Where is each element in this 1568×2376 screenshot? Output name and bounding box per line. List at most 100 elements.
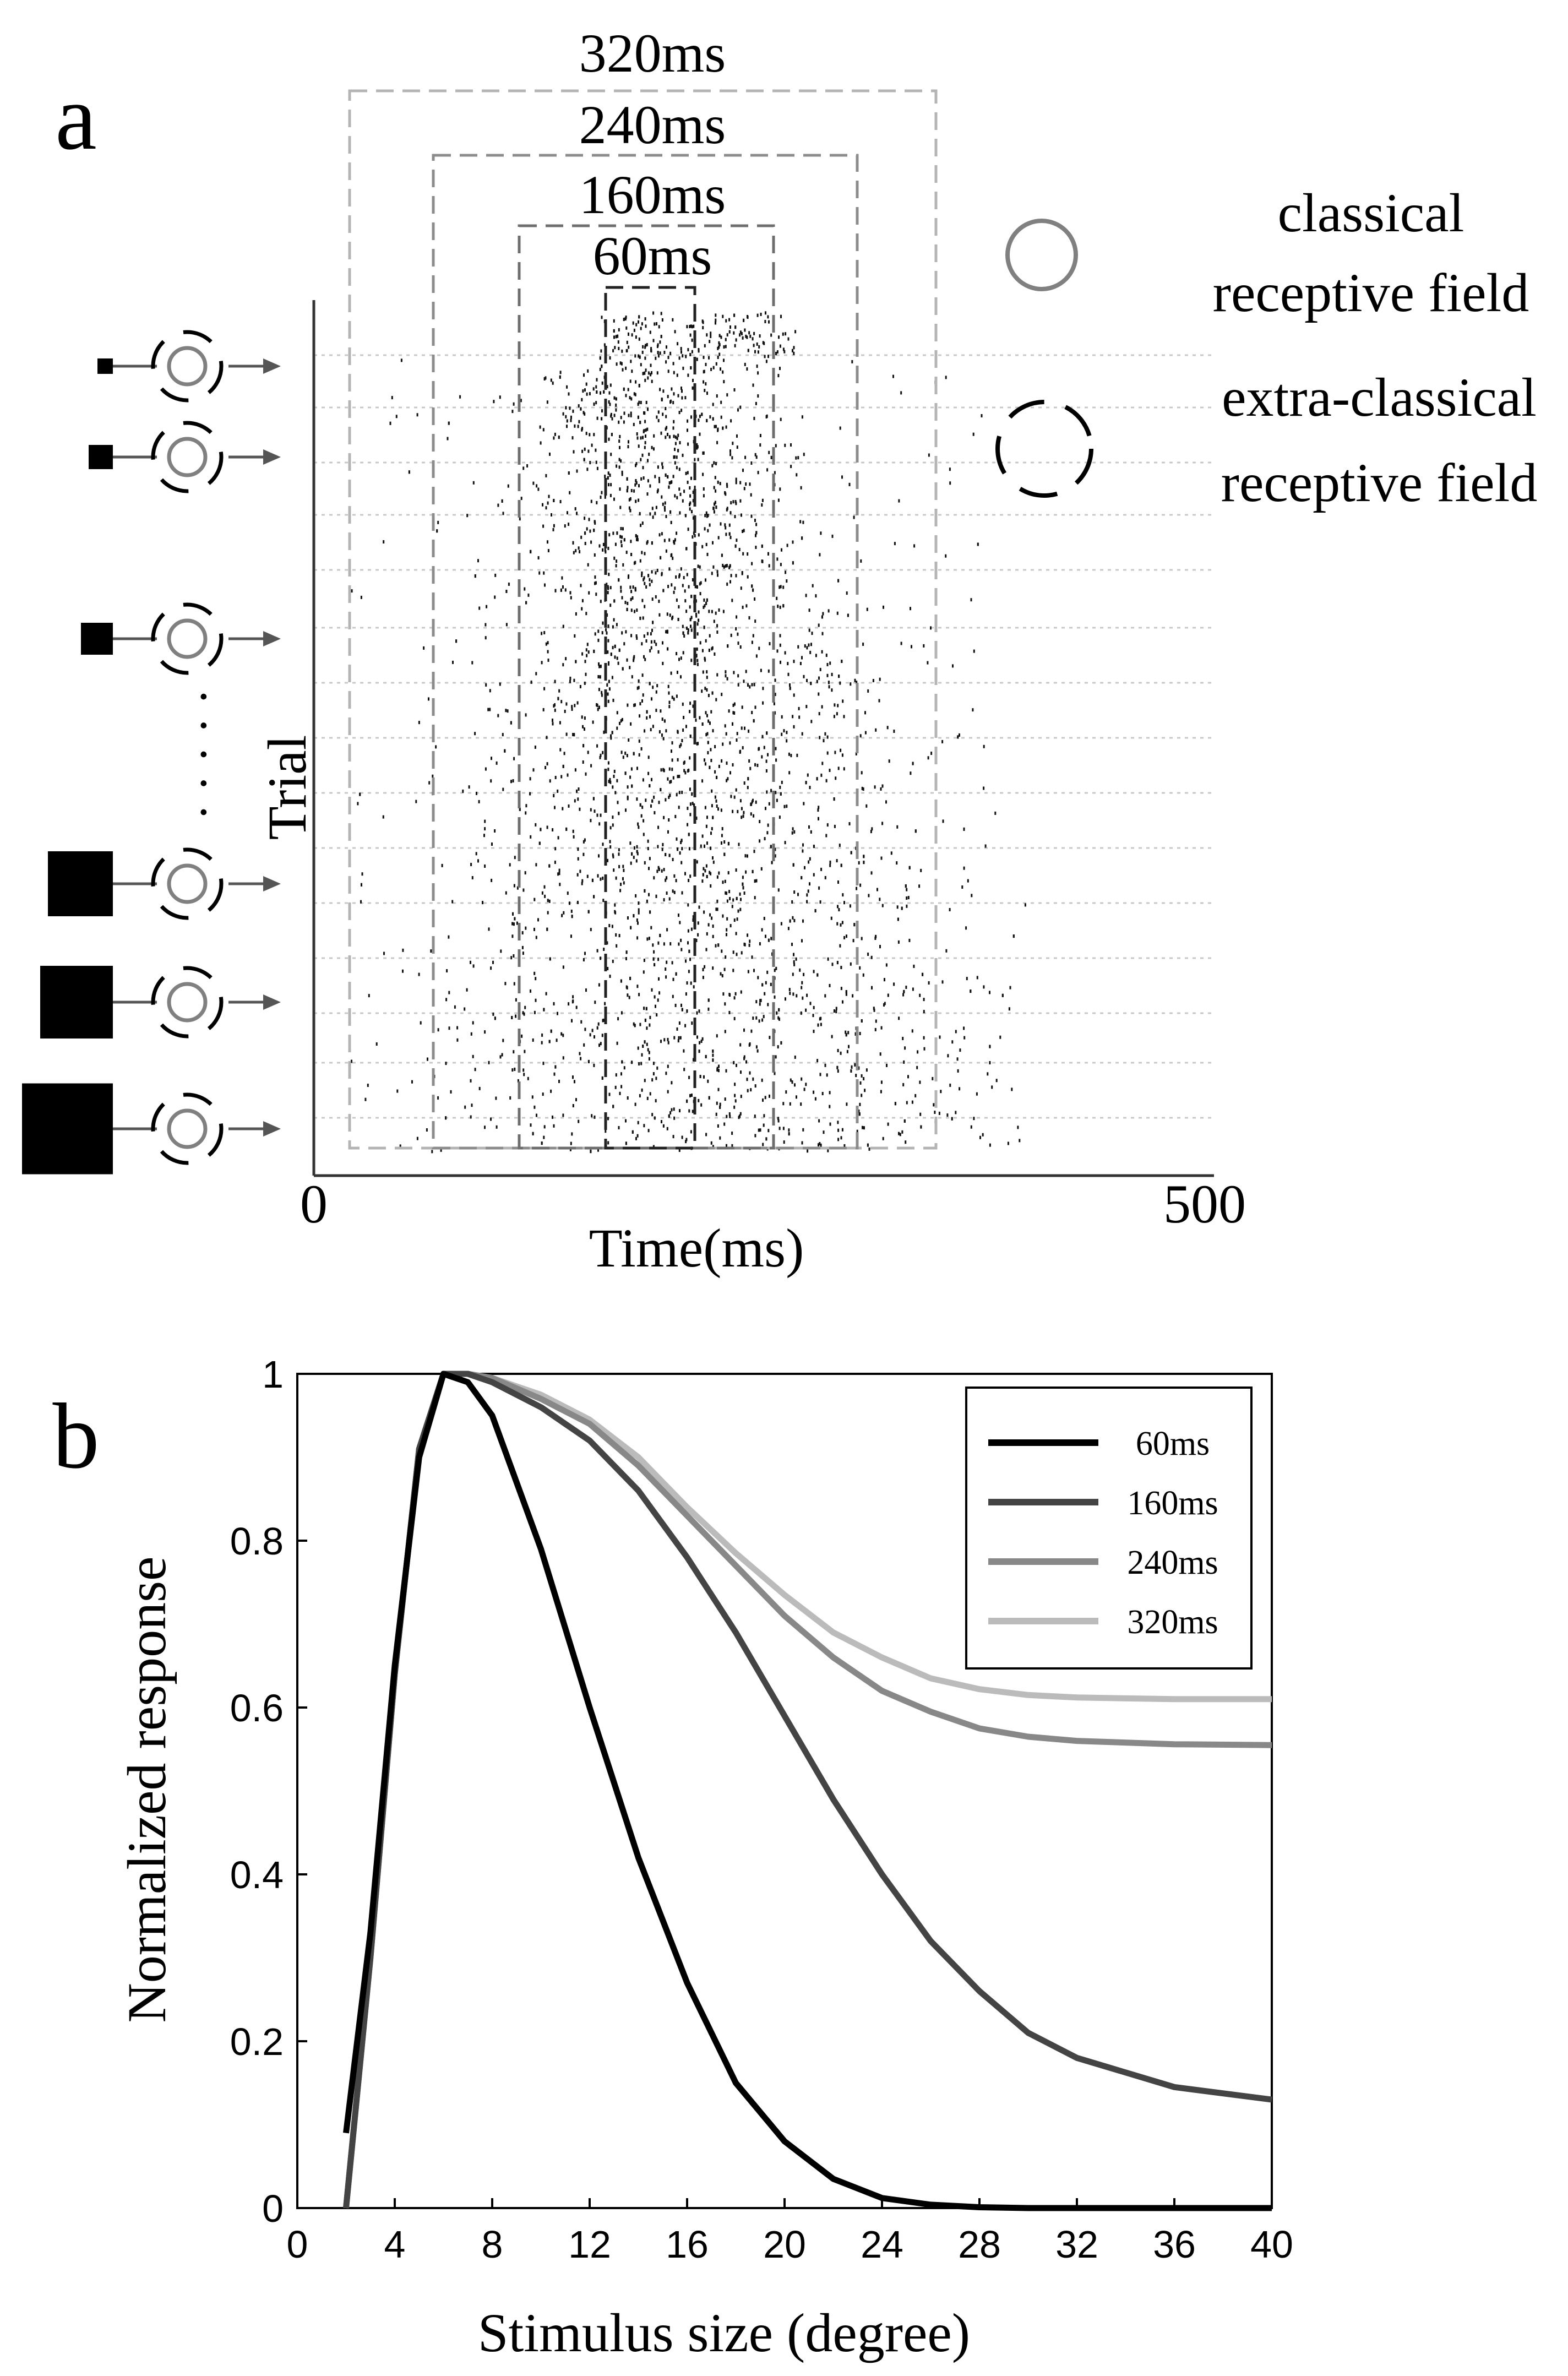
spike-mark — [722, 370, 724, 374]
spike-mark — [594, 575, 596, 579]
spike-mark — [799, 520, 802, 524]
spike-mark — [733, 1061, 735, 1064]
spike-mark — [757, 976, 759, 980]
spike-mark — [793, 346, 795, 350]
spike-mark — [364, 1097, 367, 1101]
spike-mark — [775, 747, 777, 751]
spike-mark — [788, 1132, 790, 1136]
spike-mark — [659, 340, 661, 344]
spike-mark — [672, 556, 674, 560]
spike-mark — [668, 691, 670, 695]
spike-mark — [823, 739, 825, 743]
spike-mark — [484, 827, 486, 831]
spike-mark — [643, 655, 645, 659]
spike-mark — [657, 958, 660, 961]
spike-mark — [634, 393, 636, 396]
spike-mark — [672, 776, 674, 780]
spike-mark — [729, 564, 731, 568]
spike-mark — [683, 761, 685, 765]
spike-mark — [586, 654, 588, 657]
spike-mark — [853, 515, 855, 519]
spike-mark — [734, 1083, 736, 1086]
spike-mark — [782, 1102, 785, 1106]
spike-mark — [486, 605, 488, 608]
spike-mark — [717, 480, 719, 484]
classical-rf-legend-line1: classical — [1278, 182, 1464, 243]
spike-mark — [761, 498, 764, 502]
spike-mark — [682, 584, 684, 588]
arrow-head — [263, 449, 281, 465]
spike-mark — [1012, 934, 1015, 938]
spike-mark — [707, 923, 710, 927]
spike-mark — [739, 645, 742, 649]
spike-mark — [636, 436, 639, 440]
spike-mark — [621, 535, 623, 539]
spike-mark — [689, 787, 691, 791]
spike-mark — [777, 1016, 780, 1020]
spike-mark — [471, 661, 473, 665]
spike-mark — [677, 449, 679, 453]
spike-mark — [609, 586, 612, 590]
spike-mark — [609, 826, 612, 830]
spike-mark — [578, 1119, 580, 1123]
spike-mark — [595, 581, 597, 585]
spike-mark — [676, 466, 678, 470]
spike-mark — [955, 1030, 957, 1034]
spike-mark — [805, 1083, 807, 1086]
spike-mark — [872, 679, 874, 682]
spike-mark — [711, 827, 713, 830]
spike-mark — [690, 624, 692, 628]
spike-mark — [804, 644, 806, 648]
spike-mark — [712, 403, 714, 406]
spike-mark — [922, 972, 924, 976]
spike-mark — [587, 1059, 590, 1063]
spike-mark — [674, 1003, 677, 1007]
spike-mark — [671, 1108, 673, 1112]
spike-mark — [546, 825, 548, 829]
spike-mark — [867, 1143, 869, 1147]
spike-mark — [815, 594, 817, 598]
spike-mark — [673, 434, 675, 438]
spike-mark — [750, 514, 753, 518]
spike-mark — [662, 641, 663, 645]
spike-mark — [566, 385, 568, 389]
spike-mark — [615, 1073, 617, 1077]
spike-mark — [715, 321, 716, 325]
spike-mark — [826, 751, 829, 755]
spike-mark — [507, 709, 509, 713]
spike-mark — [717, 573, 718, 577]
spike-mark — [972, 708, 974, 712]
spike-mark — [658, 801, 660, 804]
spike-mark — [631, 784, 633, 788]
spike-mark — [752, 869, 754, 873]
spike-mark — [893, 730, 895, 733]
spike-mark — [801, 732, 803, 736]
spike-mark — [777, 374, 780, 378]
spike-mark — [894, 542, 896, 546]
spike-mark — [825, 654, 827, 657]
spike-mark — [754, 519, 756, 522]
spike-mark — [776, 557, 778, 561]
spike-mark — [753, 814, 755, 818]
spike-mark — [770, 789, 772, 792]
spike-mark — [724, 1002, 726, 1006]
spike-mark — [701, 545, 704, 548]
spike-mark — [622, 877, 624, 880]
spike-mark — [613, 335, 615, 339]
spike-mark — [579, 1052, 581, 1056]
spike-mark — [614, 346, 616, 350]
spike-mark — [617, 334, 619, 338]
spike-mark — [792, 561, 794, 565]
spike-mark — [607, 761, 609, 765]
spike-mark — [671, 617, 673, 621]
spike-mark — [729, 896, 731, 900]
spike-mark — [637, 822, 639, 826]
spike-mark — [687, 373, 689, 377]
spike-mark — [408, 470, 410, 474]
spike-mark — [641, 599, 644, 602]
spike-mark — [638, 498, 640, 502]
spike-mark — [710, 831, 712, 835]
spike-mark — [767, 1003, 769, 1007]
spike-mark — [535, 672, 537, 676]
spike-mark — [655, 1099, 657, 1102]
